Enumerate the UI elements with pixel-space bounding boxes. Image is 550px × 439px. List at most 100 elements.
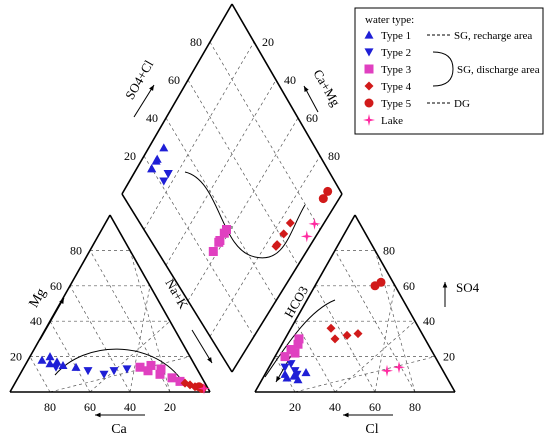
point-star <box>393 361 405 374</box>
diamond-grid <box>143 155 255 337</box>
point-triangle-up <box>45 352 55 361</box>
tick-label: 60 <box>369 400 381 414</box>
point-square <box>167 373 177 383</box>
legend-bracket <box>432 51 454 87</box>
point-triangle-down <box>109 367 119 376</box>
legend-note: DG <box>454 98 470 110</box>
axis-label-mg: Mg <box>27 286 50 310</box>
diamond-edge <box>121 3 233 195</box>
point-square <box>156 364 166 374</box>
point-diamond <box>342 330 352 340</box>
legend-bracket-note: SG, discharge area <box>457 64 540 76</box>
trend-curve <box>54 348 181 379</box>
point-triangle-down <box>159 177 169 186</box>
tick-label: 40 <box>146 111 158 125</box>
point-square <box>222 225 231 235</box>
point-square <box>208 246 218 256</box>
legend-note: SG, recharge area <box>454 30 532 42</box>
tick-label: 80 <box>328 149 340 163</box>
tick-label: 80 <box>409 400 421 414</box>
tick-label: 40 <box>284 73 296 87</box>
axis-label-so4-cl: SO4+Cl <box>122 57 157 102</box>
tick-label: 60 <box>306 111 318 125</box>
tick-label: 80 <box>190 35 202 49</box>
legend-label: Type 5 <box>381 98 412 110</box>
legend-marker-circle <box>364 98 374 108</box>
point-triangle-down <box>286 360 296 369</box>
point-star <box>381 364 393 377</box>
axis-label-so4: SO4 <box>456 280 480 295</box>
legend-label: Type 4 <box>381 81 412 93</box>
tick-label: 60 <box>168 73 180 87</box>
point-diamond <box>272 240 282 250</box>
anion-triangle-edge <box>254 214 356 393</box>
point-triangle-up <box>52 357 62 366</box>
point-diamond <box>279 229 289 239</box>
point-triangle-up <box>293 375 303 384</box>
legend-title: water type: <box>365 14 414 26</box>
point-triangle-up <box>37 355 47 364</box>
legend-marker-triangle-up <box>364 30 374 39</box>
point-triangle-down <box>280 363 290 372</box>
frame-layer <box>9 3 456 393</box>
tick-label: 80 <box>383 243 395 257</box>
point-square <box>135 362 145 372</box>
ca-mg-arrow <box>303 85 319 113</box>
point-triangle-up <box>301 368 311 377</box>
point-diamond <box>285 218 295 228</box>
point-circle <box>376 277 386 287</box>
legend-label: Lake <box>381 115 403 127</box>
point-triangle-up <box>289 371 299 380</box>
axis-label-na-k: Na+K <box>162 276 191 312</box>
tick-label: 20 <box>164 400 176 414</box>
trend-curve <box>184 171 306 259</box>
legend-box <box>354 7 544 135</box>
point-triangle-up <box>159 143 169 152</box>
tick-label: 80 <box>44 400 56 414</box>
point-triangle-down <box>122 365 132 374</box>
tick-label: 60 <box>403 279 415 293</box>
legend-label: Type 3 <box>381 64 412 76</box>
point-triangle-up <box>282 373 292 382</box>
point-square <box>146 360 156 370</box>
tick-label: 20 <box>10 350 22 364</box>
tick-labels: 20 40 60 80 80 60 40 20 20 40 60 80 20 40 60 80 20 40 60 80… <box>10 35 455 414</box>
legend-marker-star <box>363 114 375 126</box>
legend-marker-triangle-down <box>364 48 374 57</box>
legend-marker-diamond <box>364 81 374 91</box>
tick-label: 60 <box>84 400 96 414</box>
diamond-edge <box>231 3 343 195</box>
diamond-grid <box>209 155 321 337</box>
point-star <box>198 382 210 395</box>
point-star <box>300 230 313 243</box>
na-k-arrow <box>191 329 213 364</box>
tick-label: 40 <box>329 400 341 414</box>
diamond-grid <box>187 79 299 266</box>
cation-triangle-grid <box>29 356 51 393</box>
tick-label: 40 <box>124 400 136 414</box>
so4-arrow <box>442 282 448 307</box>
anion-triangle-grid <box>294 321 336 393</box>
anion-triangle-grid <box>314 285 376 393</box>
tick-label: 20 <box>443 350 455 364</box>
point-triangle-down <box>83 367 93 376</box>
tick-label: 60 <box>50 279 62 293</box>
point-square <box>290 348 300 358</box>
axis-label-ca-mg: Ca+Mg <box>310 67 343 109</box>
cl-arrow <box>343 412 393 418</box>
tick-label: 20 <box>124 149 136 163</box>
legend-label: Type 1 <box>381 30 411 42</box>
point-triangle-down <box>99 370 109 379</box>
diamond-grid <box>143 41 255 230</box>
point-triangle-up <box>147 164 157 173</box>
point-square <box>294 334 304 344</box>
mg-arrow <box>39 297 65 341</box>
tick-label: 20 <box>262 35 274 49</box>
diamond-grid <box>165 117 277 301</box>
point-triangle-down <box>163 169 173 179</box>
point-triangle-down <box>292 370 302 379</box>
diamond-grid <box>187 117 299 301</box>
so4-cl-arrow <box>133 84 155 118</box>
